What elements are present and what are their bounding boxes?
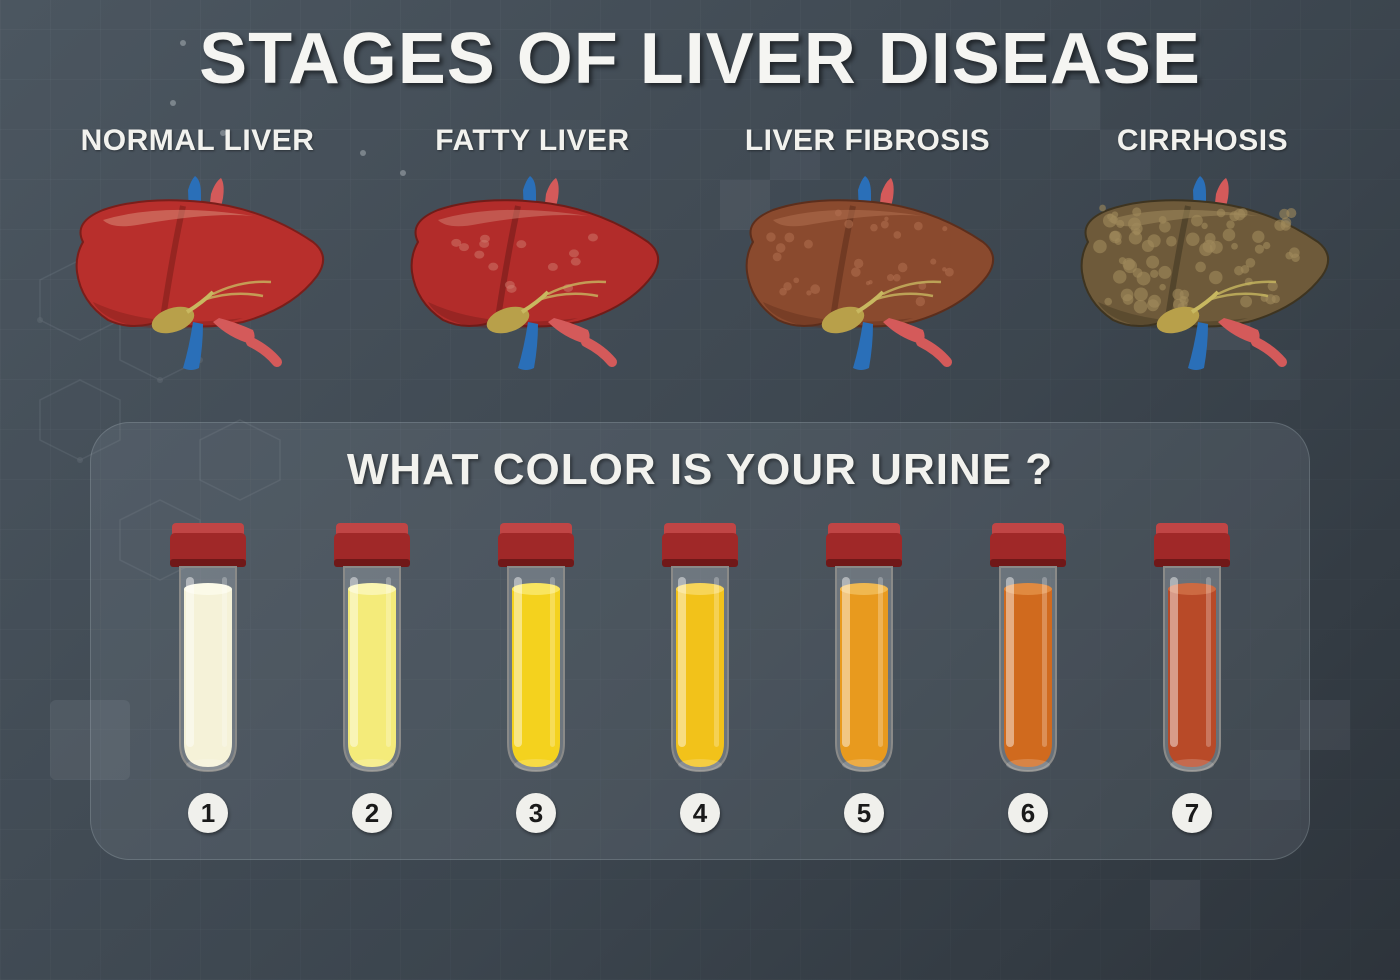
tube-row: 1 2 3	[131, 519, 1269, 833]
tube-number-badge: 2	[352, 793, 392, 833]
tube-number-badge: 4	[680, 793, 720, 833]
tube-item: 4	[650, 519, 750, 833]
liver-stage: FATTY LIVER	[375, 124, 690, 382]
stage-label: FATTY LIVER	[435, 124, 629, 158]
tube-item: 7	[1142, 519, 1242, 833]
test-tube-icon	[650, 519, 750, 779]
test-tube-icon	[486, 519, 586, 779]
liver-stage: CIRRHOSIS	[1045, 124, 1360, 382]
liver-stages-row: NORMAL LIVER FATTY LIVER	[40, 124, 1360, 382]
tube-item: 6	[978, 519, 1078, 833]
tube-number-badge: 1	[188, 793, 228, 833]
liver-icon	[723, 172, 1013, 382]
test-tube-icon	[814, 519, 914, 779]
tube-item: 3	[486, 519, 586, 833]
test-tube-icon	[1142, 519, 1242, 779]
urine-title: WHAT COLOR IS YOUR URINE ?	[347, 445, 1053, 495]
tube-number-badge: 6	[1008, 793, 1048, 833]
liver-stage: NORMAL LIVER	[40, 124, 355, 382]
tube-item: 5	[814, 519, 914, 833]
liver-stage: LIVER FIBROSIS	[710, 124, 1025, 382]
urine-panel: WHAT COLOR IS YOUR URINE ? 1 2	[90, 422, 1310, 860]
tube-number-badge: 5	[844, 793, 884, 833]
tube-item: 2	[322, 519, 422, 833]
stage-label: CIRRHOSIS	[1117, 124, 1288, 158]
tube-item: 1	[158, 519, 258, 833]
liver-icon	[388, 172, 678, 382]
test-tube-icon	[158, 519, 258, 779]
tube-number-badge: 3	[516, 793, 556, 833]
liver-icon	[1058, 172, 1348, 382]
stage-label: NORMAL LIVER	[81, 124, 315, 158]
main-title: STAGES OF LIVER DISEASE	[199, 18, 1201, 100]
liver-icon	[53, 172, 343, 382]
test-tube-icon	[978, 519, 1078, 779]
tube-number-badge: 7	[1172, 793, 1212, 833]
stage-label: LIVER FIBROSIS	[745, 124, 990, 158]
test-tube-icon	[322, 519, 422, 779]
